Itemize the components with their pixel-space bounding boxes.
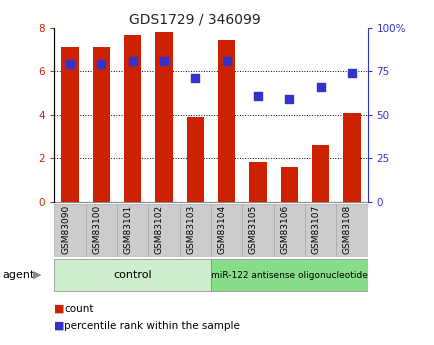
Point — [66, 61, 73, 67]
Bar — [54, 259, 210, 291]
Point — [285, 96, 292, 102]
Text: GSM83107: GSM83107 — [311, 205, 320, 254]
Point — [348, 70, 355, 76]
Bar — [186, 117, 204, 202]
Bar — [148, 204, 179, 257]
Text: GSM83103: GSM83103 — [186, 205, 195, 254]
Bar — [124, 35, 141, 202]
Text: ▶: ▶ — [33, 270, 41, 280]
Point — [254, 93, 261, 98]
Text: ■: ■ — [54, 321, 65, 331]
Text: GSM83105: GSM83105 — [248, 205, 257, 254]
Text: GSM83104: GSM83104 — [217, 205, 226, 254]
Bar — [249, 161, 266, 202]
Bar — [273, 204, 304, 257]
Bar — [92, 47, 110, 202]
Text: GSM83090: GSM83090 — [61, 205, 70, 254]
Text: agent: agent — [2, 270, 34, 280]
Point — [129, 58, 136, 63]
Point — [191, 75, 198, 81]
Text: ■: ■ — [54, 304, 65, 314]
Text: GSM83102: GSM83102 — [155, 205, 164, 254]
Bar — [217, 40, 235, 202]
Text: count: count — [64, 304, 94, 314]
Bar — [85, 204, 117, 257]
Point — [316, 84, 323, 90]
Bar — [342, 112, 360, 202]
Text: percentile rank within the sample: percentile rank within the sample — [64, 321, 240, 331]
Bar — [54, 204, 85, 257]
Bar — [155, 32, 172, 202]
Bar — [280, 167, 297, 202]
Bar — [242, 204, 273, 257]
Bar — [210, 259, 367, 291]
Text: GSM83108: GSM83108 — [342, 205, 351, 254]
Point — [160, 58, 167, 63]
Bar — [304, 204, 335, 257]
Text: GSM83100: GSM83100 — [92, 205, 101, 254]
Bar — [179, 204, 210, 257]
Bar — [61, 47, 79, 202]
Text: GDS1729 / 346099: GDS1729 / 346099 — [129, 12, 260, 26]
Text: control: control — [113, 270, 151, 280]
Point — [98, 61, 105, 67]
Text: miR-122 antisense oligonucleotide: miR-122 antisense oligonucleotide — [210, 270, 367, 280]
Bar — [311, 145, 329, 202]
Bar — [117, 204, 148, 257]
Text: GSM83101: GSM83101 — [123, 205, 132, 254]
Bar — [335, 204, 367, 257]
Point — [223, 58, 230, 63]
Bar — [210, 204, 242, 257]
Text: GSM83106: GSM83106 — [279, 205, 289, 254]
